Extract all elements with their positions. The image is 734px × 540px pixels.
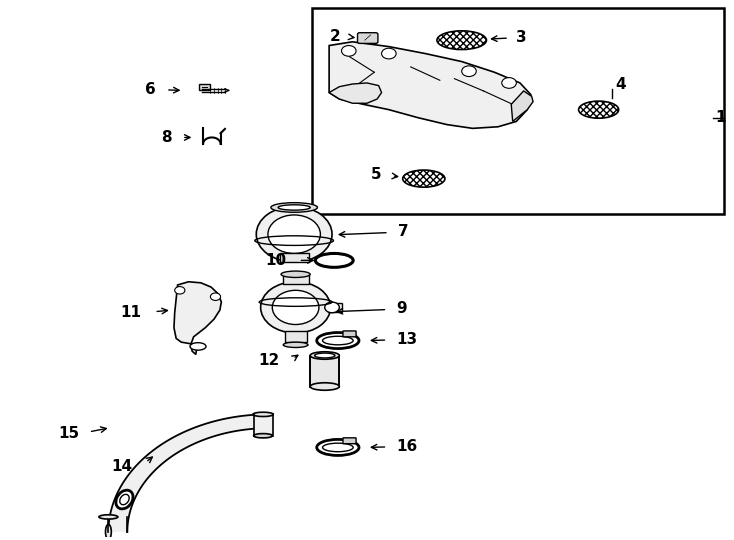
Ellipse shape — [99, 515, 118, 519]
Text: 10: 10 — [266, 253, 287, 268]
Ellipse shape — [271, 202, 318, 212]
Polygon shape — [512, 91, 533, 122]
Bar — [310, 355, 339, 387]
Ellipse shape — [310, 383, 339, 390]
Ellipse shape — [253, 412, 273, 416]
Ellipse shape — [106, 524, 112, 539]
Circle shape — [502, 78, 516, 88]
Text: 12: 12 — [258, 353, 280, 368]
Bar — [280, 253, 309, 262]
Circle shape — [256, 206, 332, 262]
Ellipse shape — [190, 343, 206, 350]
Ellipse shape — [322, 443, 353, 452]
Ellipse shape — [315, 353, 335, 358]
Polygon shape — [329, 42, 531, 129]
Bar — [313, 8, 724, 214]
Ellipse shape — [317, 440, 359, 455]
Circle shape — [324, 302, 339, 313]
Ellipse shape — [120, 494, 129, 505]
FancyBboxPatch shape — [357, 33, 378, 43]
Text: 14: 14 — [112, 458, 132, 474]
Text: 5: 5 — [371, 167, 382, 183]
Text: 4: 4 — [615, 77, 626, 91]
Ellipse shape — [403, 170, 445, 187]
Text: 3: 3 — [515, 30, 526, 45]
Circle shape — [272, 291, 319, 325]
Text: 8: 8 — [161, 130, 172, 145]
Bar — [254, 414, 272, 436]
Polygon shape — [109, 414, 264, 532]
Circle shape — [211, 293, 221, 300]
FancyBboxPatch shape — [343, 438, 356, 444]
Ellipse shape — [116, 490, 133, 509]
Ellipse shape — [310, 352, 339, 359]
Ellipse shape — [317, 333, 359, 348]
Polygon shape — [329, 83, 382, 103]
Ellipse shape — [578, 101, 619, 118]
Text: 2: 2 — [330, 29, 340, 44]
Text: 9: 9 — [396, 301, 407, 316]
Ellipse shape — [316, 253, 353, 267]
Text: 7: 7 — [398, 224, 408, 239]
Text: 15: 15 — [58, 426, 79, 441]
Bar — [327, 303, 342, 312]
Ellipse shape — [278, 205, 310, 210]
Ellipse shape — [322, 336, 353, 345]
Circle shape — [341, 45, 356, 56]
Bar — [283, 274, 309, 284]
Circle shape — [261, 282, 330, 333]
FancyBboxPatch shape — [343, 331, 356, 337]
Bar — [285, 332, 307, 342]
Ellipse shape — [281, 271, 310, 278]
Text: 16: 16 — [396, 439, 418, 454]
Circle shape — [462, 66, 476, 77]
Text: 11: 11 — [120, 305, 141, 320]
Circle shape — [268, 215, 320, 253]
Ellipse shape — [437, 31, 487, 50]
Ellipse shape — [254, 434, 272, 438]
Circle shape — [382, 48, 396, 59]
Circle shape — [175, 287, 185, 294]
Text: 13: 13 — [396, 332, 417, 347]
Text: 1: 1 — [715, 110, 725, 125]
Bar — [200, 84, 210, 90]
Polygon shape — [174, 282, 222, 354]
Ellipse shape — [283, 342, 308, 348]
Text: 6: 6 — [145, 82, 156, 97]
